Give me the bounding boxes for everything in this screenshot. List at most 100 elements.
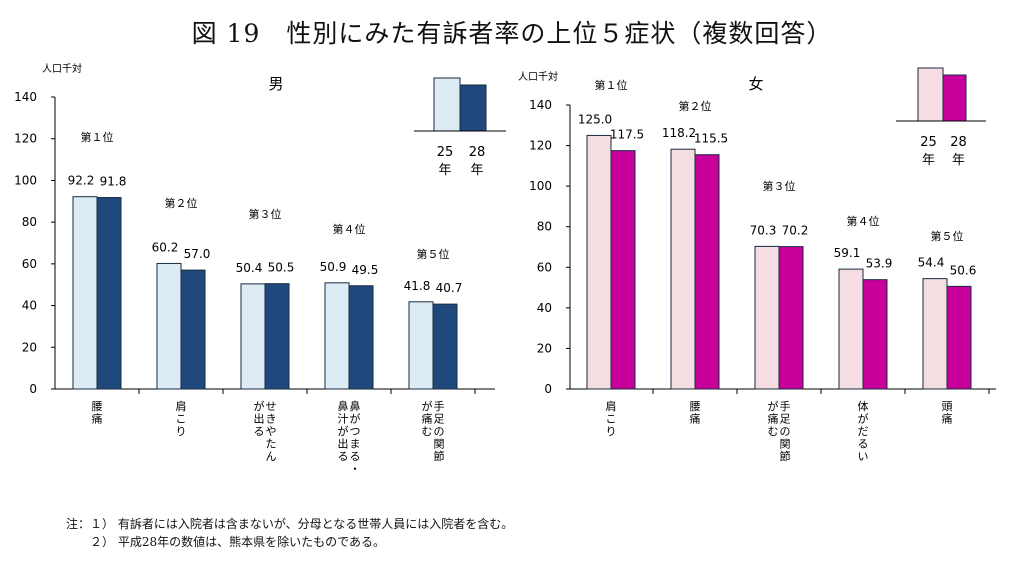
y-axis-label: 人口千対 — [42, 62, 82, 75]
data-label: 53.9 — [866, 257, 893, 271]
data-label: 60.2 — [152, 240, 179, 254]
y-tick-label: 140 — [14, 90, 37, 104]
category-label-char: ま — [350, 438, 361, 451]
category-label-char: 痛 — [422, 412, 433, 426]
category-label-char: 痛 — [92, 412, 103, 426]
category-label-char: の — [780, 425, 791, 438]
data-label: 50.6 — [950, 263, 977, 277]
bar — [586, 134, 612, 390]
category-label-char: ん — [266, 450, 277, 463]
category-label-char: や — [266, 425, 277, 438]
category-label-char: 節 — [780, 449, 791, 463]
category-label-char: り — [606, 425, 617, 438]
category-label-char: せ — [266, 400, 277, 413]
legend-year-label: 25 — [920, 135, 937, 150]
data-label: 49.5 — [352, 263, 379, 277]
category-label-char: む — [768, 425, 779, 438]
rank-label: 第４位 — [333, 222, 366, 236]
category-label-char: 痛 — [690, 412, 701, 426]
rank-label: 第３位 — [763, 179, 796, 193]
rank-label: 第３位 — [249, 207, 282, 221]
category-label-char: 痛 — [768, 412, 779, 426]
category-label-char: 肩 — [606, 399, 617, 413]
bar — [408, 301, 434, 390]
rank-label: 第１位 — [595, 78, 628, 92]
rank-label: 第４位 — [847, 214, 880, 228]
category-label-char: こ — [606, 413, 617, 426]
bar — [432, 303, 458, 390]
rank-label: 第５位 — [417, 247, 450, 261]
y-tick-label: 20 — [22, 340, 37, 354]
y-tick-label: 100 — [529, 179, 552, 193]
note-2: ２） 平成28年の数値は、熊本県を除いたものである。 — [66, 535, 385, 549]
legend-year-unit: 年 — [438, 163, 451, 178]
y-tick-label: 40 — [537, 301, 552, 315]
category-label-char: る — [350, 450, 361, 463]
data-label: 125.0 — [578, 112, 612, 126]
category-label-char: 痛 — [942, 412, 953, 426]
legend-swatch-28 — [459, 84, 487, 132]
category-label-char: 手 — [780, 399, 791, 413]
notes: 注：１） 有訴者には入院者は含まないが、分母となる世帯人員には入院者を含む。 ２… — [66, 515, 513, 551]
y-tick-label: 0 — [544, 382, 552, 396]
bar — [694, 154, 720, 390]
category-label-char: い — [858, 450, 869, 463]
category-label-char: の — [434, 425, 445, 438]
category-label-char: 足 — [780, 413, 791, 426]
category-label-char: 腰 — [690, 400, 701, 413]
bar — [264, 283, 290, 390]
category-label-char: つ — [350, 425, 361, 438]
legend-year-label: 25 — [437, 145, 454, 160]
category-label-char: む — [422, 425, 433, 438]
category-label-char: 出 — [338, 437, 349, 451]
rank-label: 第２位 — [679, 99, 712, 113]
category-label-char: が — [768, 399, 779, 413]
data-label: 50.9 — [320, 260, 347, 274]
legend-year-unit: 年 — [470, 163, 483, 178]
y-tick-label: 80 — [537, 220, 552, 234]
category-label-char: る — [338, 450, 349, 463]
category-label-char: 腰 — [92, 400, 103, 413]
category-label-char: 出 — [254, 412, 265, 426]
y-tick-label: 40 — [22, 299, 37, 313]
data-label: 91.8 — [100, 175, 127, 189]
category-label-char: 頭 — [942, 400, 953, 413]
category-label-char: 鼻 — [338, 399, 349, 413]
y-tick-label: 100 — [14, 173, 37, 187]
category-label-char: 手 — [434, 399, 445, 413]
category-label-char: 体 — [858, 399, 869, 413]
chart-title: 女 — [748, 75, 763, 93]
data-label: 70.2 — [782, 224, 809, 238]
legend-year-unit: 年 — [922, 153, 935, 168]
y-tick-label: 60 — [22, 257, 37, 271]
bar — [610, 150, 636, 390]
category-label-char: 汁 — [338, 413, 349, 426]
bar — [670, 148, 696, 390]
category-label-char: 関 — [434, 438, 445, 451]
data-label: 92.2 — [68, 174, 95, 188]
category-label-char: き — [266, 413, 277, 426]
rank-label: 第２位 — [165, 196, 198, 210]
category-label-char: 肩 — [176, 399, 187, 413]
bar — [754, 245, 780, 390]
y-tick-label: 120 — [529, 139, 552, 153]
category-label-char: が — [338, 424, 349, 438]
figure-title: 図 19 性別にみた有訴者率の上位５症状（複数回答） — [191, 19, 833, 48]
y-tick-label: 140 — [529, 98, 552, 112]
data-label: 59.1 — [834, 246, 861, 260]
category-label-char: 鼻 — [350, 399, 361, 413]
category-label-char: る — [858, 438, 869, 451]
data-label: 70.3 — [750, 223, 777, 237]
note-1: 注：１） 有訴者には入院者は含まないが、分母となる世帯人員には入院者を含む。 — [66, 517, 514, 531]
category-label-char: こ — [176, 413, 187, 426]
data-label: 50.4 — [236, 261, 263, 275]
bar — [922, 278, 948, 390]
y-axis-label: 人口千対 — [518, 70, 558, 83]
bar — [946, 285, 972, 390]
category-label-char: る — [254, 425, 265, 438]
legend-swatch-28 — [942, 74, 967, 122]
category-label-char: た — [266, 438, 277, 451]
legend-year-label: 28 — [469, 145, 486, 160]
